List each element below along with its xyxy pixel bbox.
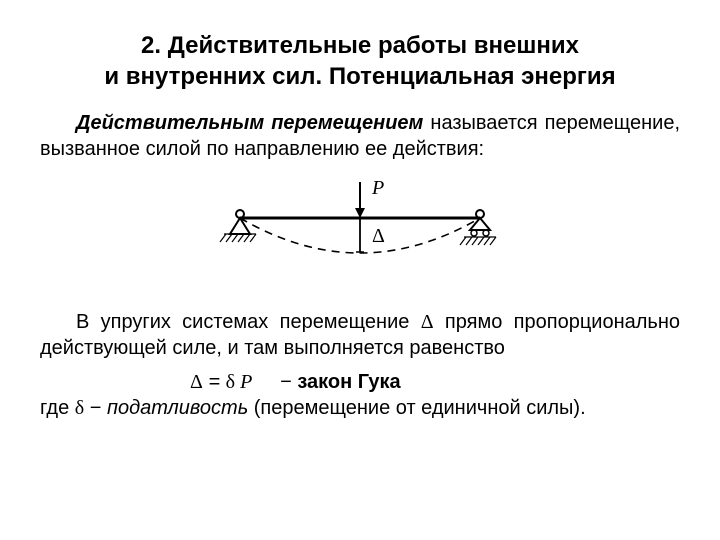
eq-P: P — [235, 371, 252, 393]
left-pin-triangle — [230, 218, 250, 234]
eq-dash: − — [252, 371, 297, 393]
deflection-label: Δ — [372, 225, 385, 247]
right-ground-hatch — [460, 237, 496, 245]
p2-delta: Δ — [421, 311, 434, 333]
title-line-2: и внутренних сил. Потенциальная энергия — [104, 63, 615, 90]
eq-equals: = — [203, 371, 226, 393]
p1-term: Действительным перемещением — [76, 112, 423, 134]
eq-Delta: Δ — [190, 371, 203, 393]
paragraph-1: Действительным перемещением называется п… — [40, 110, 680, 162]
paragraph-2: В упругих системах перемещение Δ прямо п… — [40, 309, 680, 361]
beam-svg: P Δ — [180, 170, 540, 290]
p3-d: (перемещение от единичной силы). — [248, 397, 585, 419]
p3-c: податливость — [107, 397, 248, 419]
force-label: P — [371, 177, 384, 199]
equation-line: Δ = δ P − закон Гука — [190, 369, 680, 395]
eq-hooke: закон Гука — [297, 371, 400, 393]
paragraph-3: где δ − податливость (перемещение от еди… — [40, 395, 680, 421]
p3-delta-small: δ — [75, 397, 84, 419]
p3-a: где — [40, 397, 75, 419]
left-ground-hatch — [220, 234, 256, 242]
title-line-1: 2. Действительные работы внешних — [141, 32, 579, 59]
p2-a: В упругих системах перемещение — [76, 311, 421, 333]
p3-b: − — [84, 397, 107, 419]
section-title: 2. Действительные работы внешних и внутр… — [40, 30, 680, 92]
eq-delta-small: δ — [226, 371, 235, 393]
beam-diagram: P Δ — [40, 170, 680, 295]
right-roller-triangle — [470, 218, 490, 230]
